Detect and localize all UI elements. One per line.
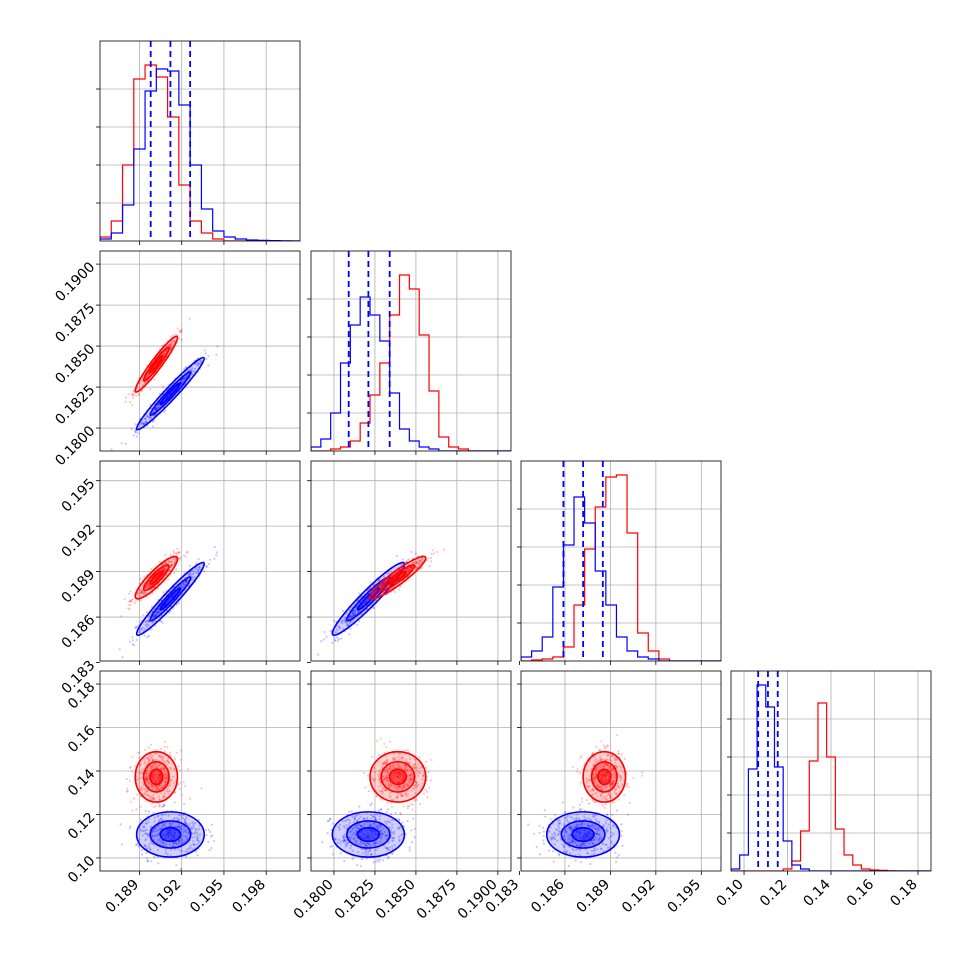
grid <box>100 251 300 451</box>
histogram-blue <box>521 496 721 661</box>
contour-blue-0 <box>135 811 206 858</box>
panel-3-2: 0.183 0.186 0.189 0.192 0.195 <box>483 670 722 917</box>
contour-red-0 <box>369 555 427 600</box>
contour-red-0 <box>134 555 179 600</box>
x-tick-label: 0.14 <box>800 876 833 909</box>
grid <box>100 461 300 661</box>
x-tick-label: 0.1850 <box>373 877 419 923</box>
x-tick-label: 0.192 <box>145 877 185 917</box>
contour-blue-0 <box>331 811 406 858</box>
axes-frame <box>310 460 512 662</box>
contour-red-2 <box>149 768 164 786</box>
x-tick-label: 0.16 <box>844 876 877 909</box>
x-tick-label: 0.18 <box>887 877 920 910</box>
y-tick-label: 0.10 <box>65 853 98 886</box>
contour-red-0 <box>134 750 179 803</box>
contour-blue-2 <box>571 826 595 843</box>
panel-0-0 <box>96 40 301 245</box>
panel-2-1 <box>307 460 512 665</box>
x-tick-label: 0.198 <box>229 877 269 917</box>
y-tick-label: 0.1800 <box>52 423 98 469</box>
contour-red-2 <box>149 570 164 585</box>
y-tick-label: 0.14 <box>65 766 98 799</box>
axes-frame <box>99 250 301 452</box>
axes-frame <box>310 250 512 452</box>
y-tick-label: 0.1875 <box>52 300 98 346</box>
y-tick-label: 0.1900 <box>52 259 98 305</box>
panel-3-3: 0.10 0.12 0.14 0.16 0.18 <box>714 670 932 910</box>
y-tick-label: 0.1825 <box>52 382 98 428</box>
contour-blue-1 <box>560 820 606 849</box>
contour-blue-1 <box>149 820 192 849</box>
x-tick-label: 0.195 <box>187 877 227 917</box>
contour-red-0 <box>582 750 627 803</box>
panel-1-1 <box>307 250 512 455</box>
scatter-blue <box>119 796 215 871</box>
contour-red-1 <box>380 760 416 793</box>
contour-red-0 <box>134 335 179 393</box>
y-tick-label: 0.195 <box>59 476 99 516</box>
histogram-red <box>100 64 300 241</box>
contour-blue-0 <box>135 356 206 431</box>
contour-blue-2 <box>159 587 182 611</box>
histogram-red <box>521 474 721 661</box>
y-tick-label: 0.186 <box>59 612 99 652</box>
contour-red-1 <box>142 760 170 793</box>
x-tick-label: 0.186 <box>528 876 568 916</box>
contour-red-2 <box>388 570 408 585</box>
grid <box>521 671 721 871</box>
histogram-blue <box>731 684 931 871</box>
grid <box>311 251 511 451</box>
x-tick-label: 0.189 <box>574 877 614 917</box>
grid <box>100 671 300 871</box>
grid <box>311 671 511 871</box>
x-tick-label: 0.12 <box>757 877 790 910</box>
grid <box>731 671 931 871</box>
histogram-blue <box>100 68 300 241</box>
axes-frame <box>99 40 301 242</box>
contour-blue-0 <box>545 811 621 858</box>
x-tick-label: 0.1825 <box>332 877 378 923</box>
x-tick-label: 0.10 <box>714 877 747 910</box>
y-tick-label: 0.16 <box>65 723 98 756</box>
x-tick-label: 0.192 <box>619 877 659 917</box>
y-tick-label: 0.12 <box>65 810 98 843</box>
contour-red-2 <box>597 768 612 786</box>
x-tick-label: 0.189 <box>103 877 143 917</box>
contour-red-2 <box>149 354 164 374</box>
contour-red-1 <box>590 760 618 793</box>
contour-blue-1 <box>345 820 391 849</box>
y-tick-label: 0.189 <box>59 567 99 607</box>
contour-red-2 <box>388 768 408 786</box>
x-tick-label: 0.1875 <box>414 877 460 923</box>
contour-blue-2 <box>356 587 380 611</box>
grid <box>100 41 300 241</box>
axes-frame <box>520 460 722 662</box>
histogram-blue <box>311 296 511 451</box>
contour-blue-0 <box>135 561 206 637</box>
y-tick-label: 0.192 <box>59 521 99 561</box>
x-tick-label: 0.1800 <box>291 877 337 923</box>
contour-blue-2 <box>159 382 182 406</box>
grid <box>521 461 721 661</box>
axes-frame <box>99 460 301 662</box>
panel-2-2 <box>517 460 722 665</box>
y-tick-label: 0.1850 <box>52 341 98 387</box>
x-tick-label: 0.195 <box>664 877 704 917</box>
scatter-blue <box>321 802 416 868</box>
contour-blue-0 <box>331 561 406 637</box>
contour-red-0 <box>369 750 427 803</box>
contour-blue-2 <box>356 826 380 843</box>
contour-blue-2 <box>159 826 182 843</box>
